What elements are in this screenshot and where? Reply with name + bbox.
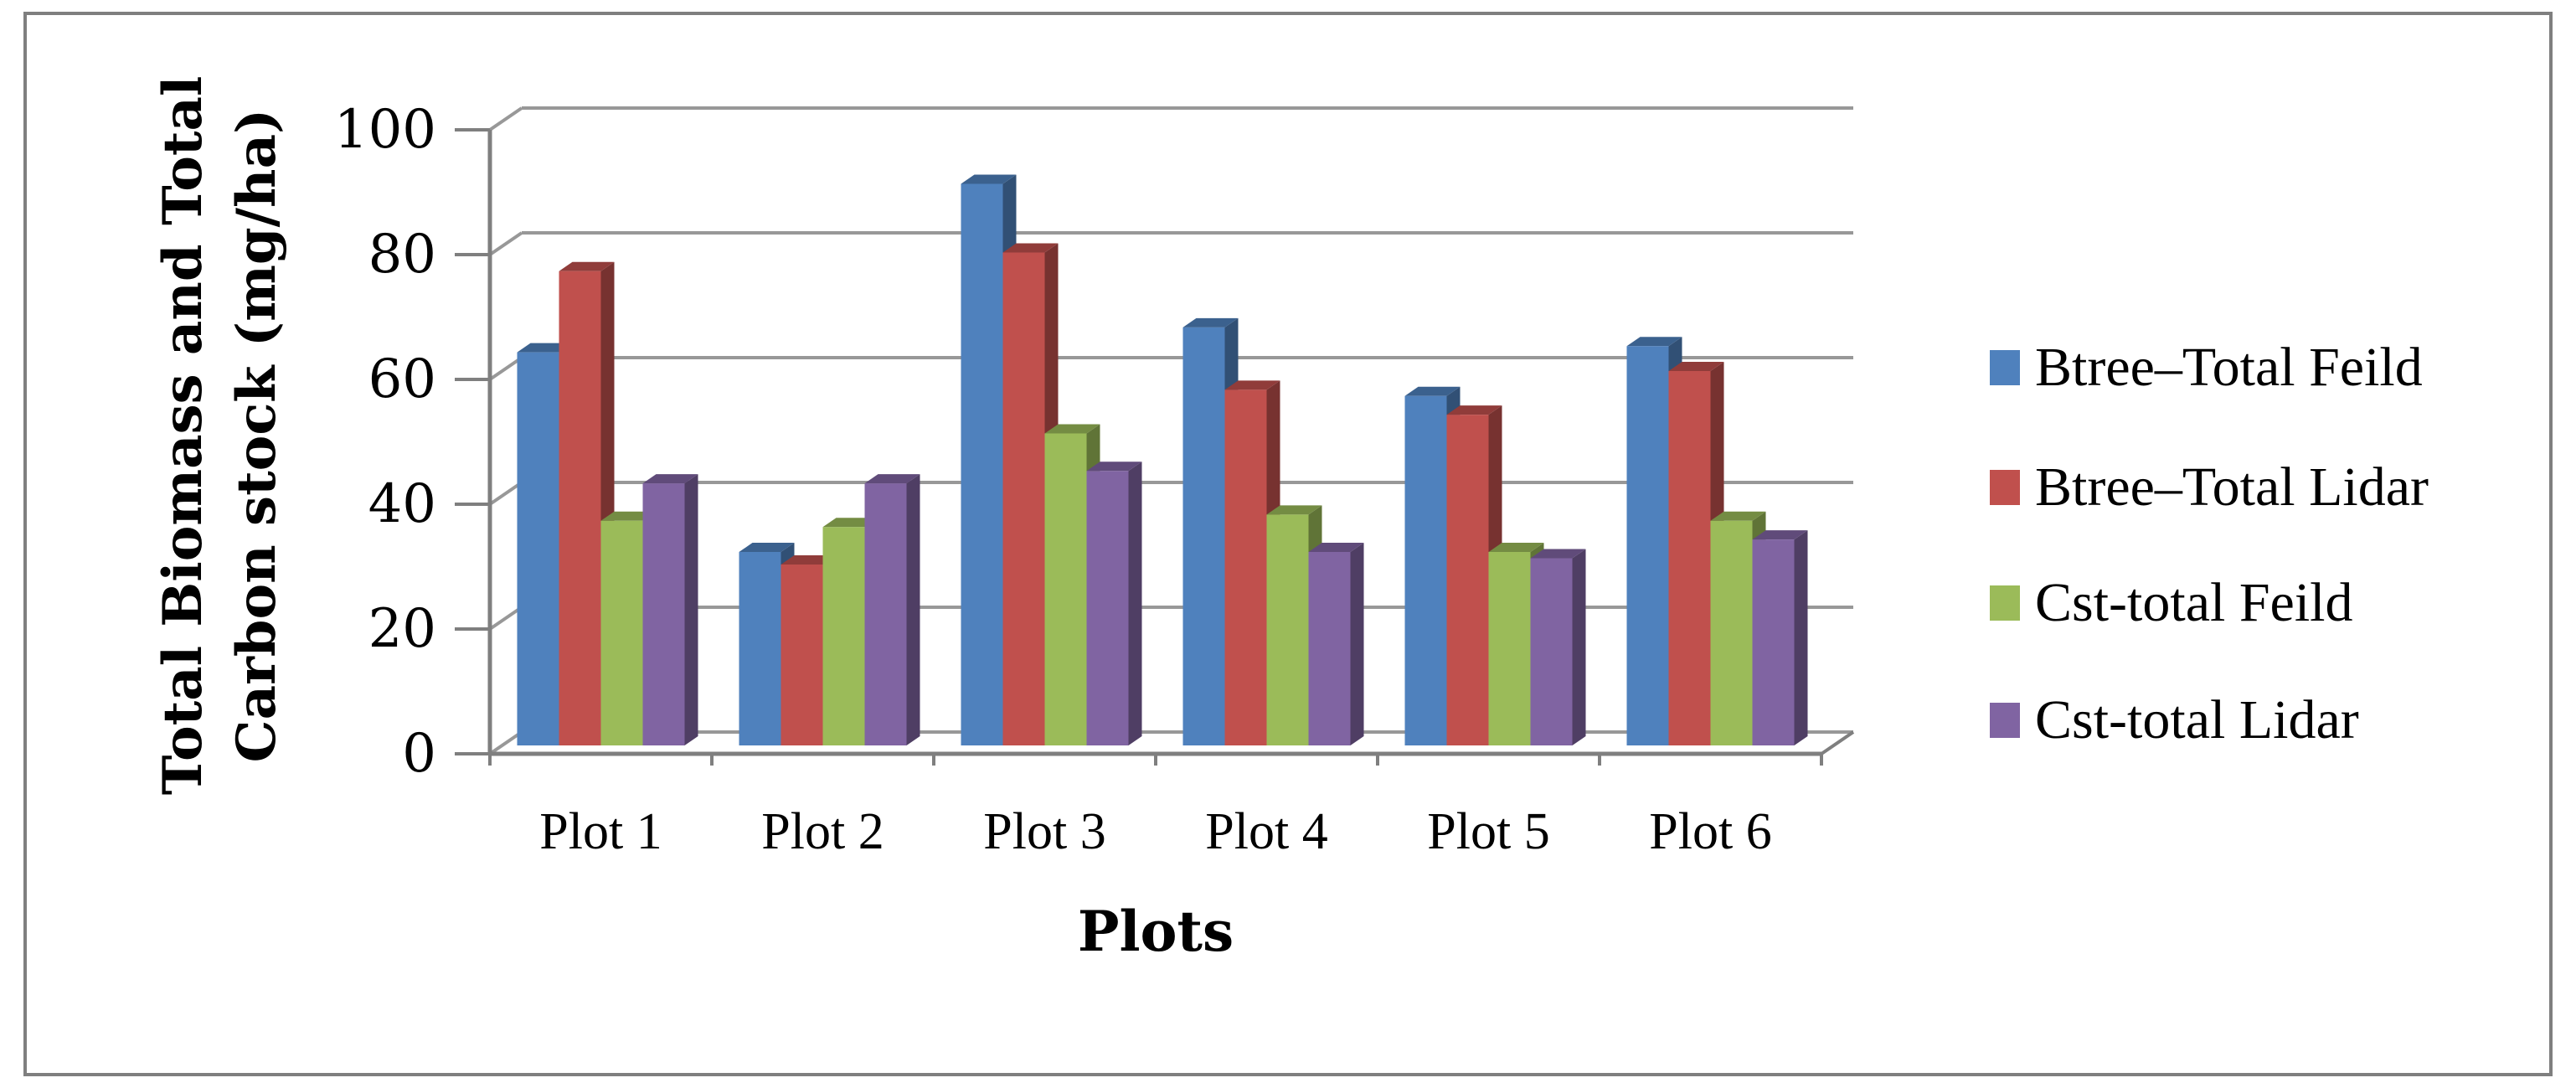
bar-plot-6-btree-total-feild	[1626, 346, 1669, 745]
bar-top-plot-1-btree-total-lidar	[559, 261, 615, 271]
bar-top-plot-3-cst-total-feild	[1044, 424, 1100, 434]
bar-top-plot-6-cst-total-lidar	[1752, 530, 1808, 540]
y-tick-label-80: 80	[368, 224, 436, 286]
bar-top-plot-3-cst-total-lidar	[1086, 461, 1142, 472]
y-tick-label-0: 0	[402, 723, 436, 785]
bar-plot-6-cst-total-lidar	[1752, 539, 1795, 745]
bar-top-plot-2-cst-total-feild	[822, 518, 878, 528]
gridline-connector-80	[488, 231, 523, 256]
bar-plot-1-cst-total-feild	[600, 520, 643, 745]
bar-side-plot-1-cst-total-lidar	[684, 474, 698, 745]
bar-plot-6-cst-total-feild	[1710, 520, 1753, 745]
y-tick-label-100: 100	[333, 99, 436, 161]
bar-top-plot-4-btree-total-feild	[1182, 317, 1239, 327]
y-tick-label-40: 40	[368, 473, 436, 535]
bar-plot-3-cst-total-lidar	[1086, 471, 1129, 745]
floor-right-edge	[1820, 730, 1855, 755]
x-category-label-3: Plot 3	[983, 803, 1106, 860]
legend-entry-1: Btree–Total Feild	[1990, 336, 2423, 400]
bar-top-plot-5-btree-total-feild	[1404, 386, 1461, 396]
bar-plot-2-cst-total-lidar	[864, 483, 907, 745]
legend-label: Btree–Total Feild	[2035, 337, 2423, 398]
gridline-connector-20	[488, 606, 523, 631]
bar-top-plot-3-btree-total-lidar	[1002, 243, 1059, 253]
bar-plot-4-cst-total-lidar	[1308, 552, 1351, 745]
y-axis-title-line1: Total Biomass and Total	[152, 75, 214, 796]
bar-top-plot-6-btree-total-feild	[1626, 337, 1682, 347]
y-axis-title: Total Biomass and Total Carbon stock (mg…	[147, 76, 294, 796]
bar-plot-3-cst-total-feild	[1044, 433, 1087, 745]
y-axis-title-line2: Carbon stock (mg/ha)	[225, 108, 288, 763]
y-tick-label-20: 20	[368, 598, 436, 660]
bar-plot-4-cst-total-feild	[1266, 514, 1309, 745]
gridline-connector-40	[488, 481, 523, 506]
legend-swatch-icon	[1990, 350, 2020, 385]
bar-plot-5-cst-total-feild	[1488, 552, 1531, 745]
x-category-label-6: Plot 6	[1649, 803, 1772, 860]
bar-plot-5-btree-total-lidar	[1446, 415, 1489, 745]
legend-label: Cst-total Feild	[2035, 572, 2353, 633]
bar-top-plot-5-cst-total-feild	[1488, 543, 1544, 553]
bar-top-plot-4-cst-total-feild	[1266, 505, 1322, 515]
bar-top-plot-5-cst-total-lidar	[1530, 549, 1586, 559]
bar-top-plot-5-btree-total-lidar	[1446, 405, 1502, 415]
legend-swatch-icon	[1990, 585, 2020, 621]
legend-entry-2: Btree–Total Lidar	[1990, 456, 2429, 519]
gridline-connector-60	[488, 356, 523, 381]
bar-top-plot-1-btree-total-feild	[517, 343, 573, 353]
legend-entry-3: Cst-total Feild	[1990, 571, 2353, 635]
chart-outer-border	[23, 12, 2553, 1076]
bar-plot-2-btree-total-lidar	[781, 564, 823, 745]
bar-top-plot-2-btree-total-feild	[739, 543, 795, 553]
bar-plot-4-btree-total-lidar	[1224, 389, 1267, 745]
gridline-connector-100	[488, 106, 523, 131]
bar-side-plot-4-cst-total-lidar	[1350, 543, 1364, 745]
bar-top-plot-3-btree-total-feild	[961, 174, 1017, 184]
legend-entry-4: Cst-total Lidar	[1990, 688, 2359, 752]
bar-top-plot-1-cst-total-lidar	[642, 474, 698, 484]
bar-plot-3-btree-total-lidar	[1002, 252, 1045, 745]
bar-top-plot-4-btree-total-lidar	[1224, 380, 1280, 390]
legend-swatch-icon	[1990, 703, 2020, 738]
x-category-label-1: Plot 1	[539, 803, 662, 860]
bar-plot-2-cst-total-feild	[822, 527, 865, 745]
bar-top-plot-1-cst-total-feild	[600, 511, 657, 521]
x-axis-title: Plots	[1077, 899, 1234, 964]
bar-plot-5-btree-total-feild	[1404, 395, 1447, 745]
legend-label: Cst-total Lidar	[2035, 689, 2359, 750]
bar-plot-2-btree-total-feild	[739, 552, 781, 745]
bar-side-plot-6-cst-total-lidar	[1794, 530, 1808, 745]
bar-plot-1-btree-total-lidar	[559, 271, 601, 745]
bar-top-plot-6-cst-total-feild	[1710, 511, 1766, 521]
x-category-label-5: Plot 5	[1427, 803, 1550, 860]
gridline-connector-0	[488, 730, 523, 755]
bar-plot-5-cst-total-lidar	[1530, 558, 1573, 745]
legend-swatch-icon	[1990, 470, 2020, 505]
x-category-label-4: Plot 4	[1205, 803, 1328, 860]
y-tick-label-60: 60	[368, 348, 436, 410]
bar-plot-1-btree-total-feild	[517, 352, 559, 745]
bar-side-plot-5-cst-total-lidar	[1572, 549, 1586, 745]
bar-top-plot-6-btree-total-lidar	[1668, 362, 1724, 371]
bar-top-plot-4-cst-total-lidar	[1308, 543, 1364, 553]
bar-top-plot-2-cst-total-lidar	[864, 474, 920, 484]
bar-top-plot-2-btree-total-lidar	[781, 554, 837, 565]
bar-plot-1-cst-total-lidar	[642, 483, 685, 745]
bar-plot-6-btree-total-lidar	[1668, 371, 1711, 745]
bar-side-plot-3-cst-total-lidar	[1128, 461, 1142, 745]
bar-plot-3-btree-total-feild	[961, 183, 1003, 745]
x-category-label-2: Plot 2	[761, 803, 884, 860]
legend-label: Btree–Total Lidar	[2035, 456, 2429, 518]
bar-side-plot-2-cst-total-lidar	[906, 474, 920, 745]
bar-plot-4-btree-total-feild	[1182, 327, 1225, 745]
